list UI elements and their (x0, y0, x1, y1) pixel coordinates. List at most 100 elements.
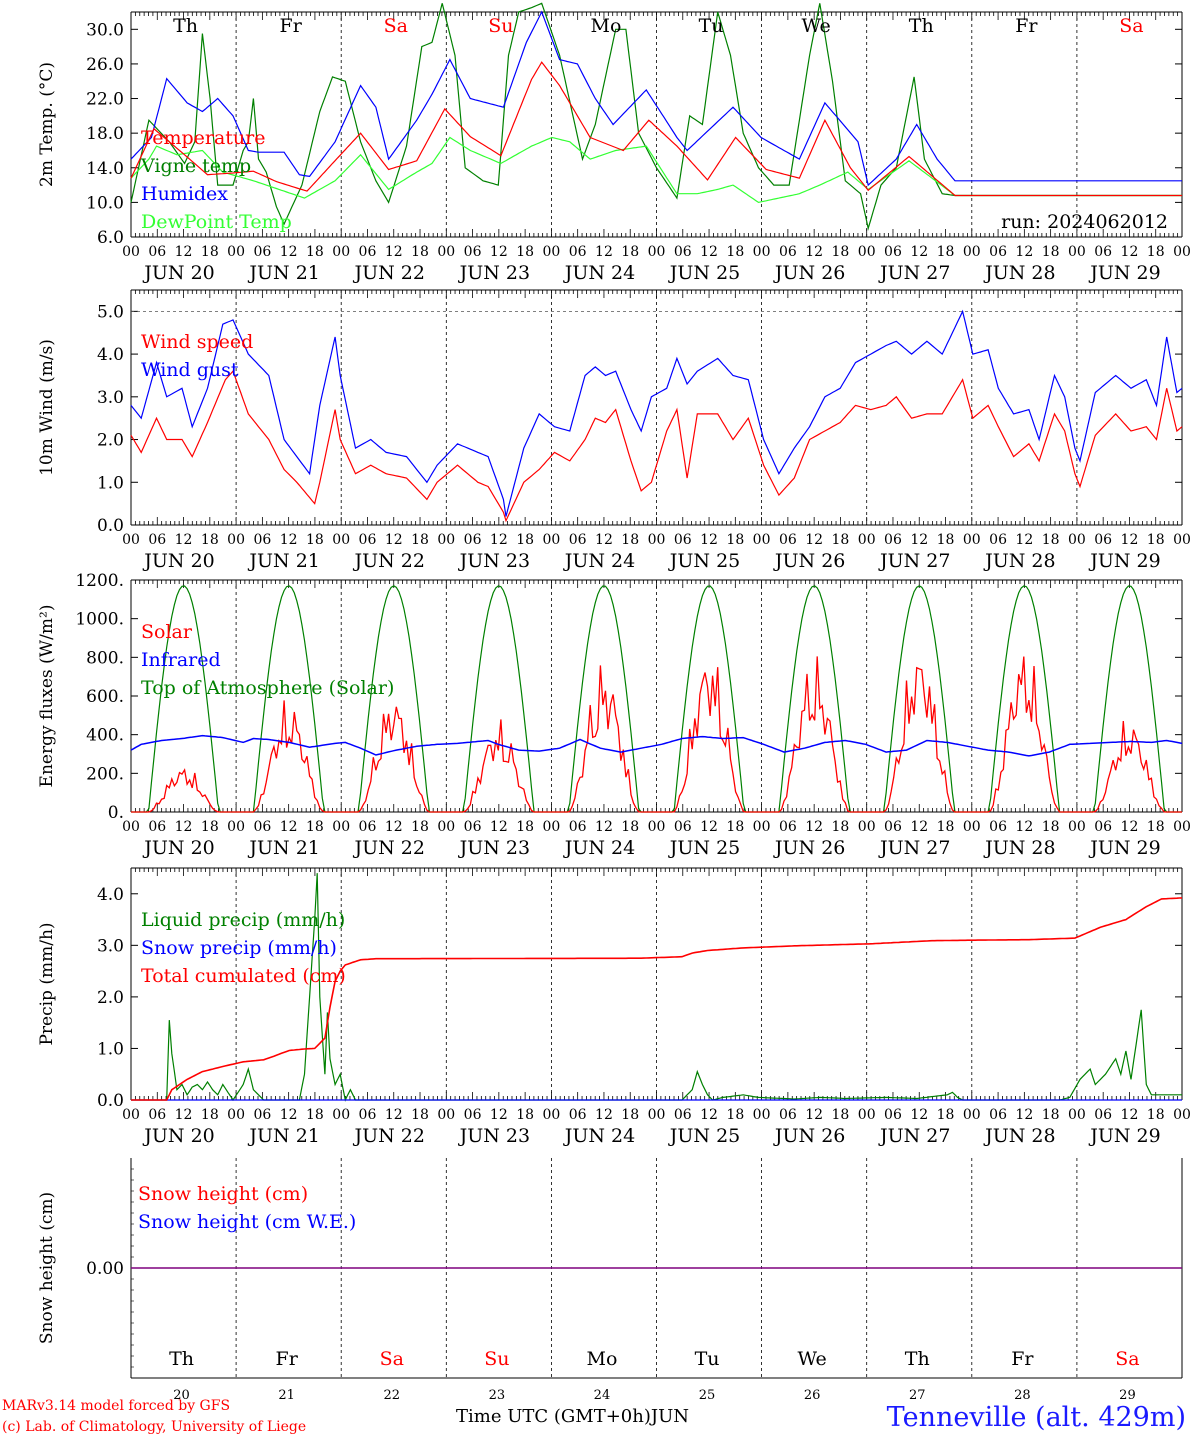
weekday-label: Su (488, 15, 513, 37)
hour-tick-label: 18 (621, 819, 639, 835)
hour-tick-label: 06 (1094, 1107, 1112, 1123)
hour-tick-label: 00 (332, 1107, 350, 1123)
hour-tick-label: 00 (753, 244, 771, 260)
hour-tick-label: 12 (175, 244, 193, 260)
hour-tick-label: 00 (648, 532, 666, 548)
weekday-label: Tu (695, 1348, 720, 1370)
time-axis-label: Time UTC (GMT+0h) (456, 1406, 651, 1427)
hour-tick-label: 00 (648, 1107, 666, 1123)
hour-tick-label: 00 (332, 244, 350, 260)
hour-tick-label: 12 (595, 1107, 613, 1123)
legend-label: Liquid precip (mm/h) (141, 909, 345, 931)
hour-tick-label: 00 (332, 532, 350, 548)
legend-label: Wind speed (141, 331, 253, 353)
hour-tick-label: 18 (1147, 244, 1165, 260)
hour-tick-label: 00 (963, 819, 981, 835)
weekday-label: Mo (590, 15, 621, 37)
date-label: JUN 21 (247, 550, 319, 572)
hour-tick-label: 00 (1173, 532, 1191, 548)
hour-tick-label: 00 (122, 244, 140, 260)
hour-tick-label: 12 (910, 1107, 928, 1123)
date-label: JUN 23 (458, 262, 530, 284)
legend-label: Infrared (141, 649, 221, 671)
hour-tick-label: 06 (674, 244, 692, 260)
hour-tick-label: 18 (306, 532, 324, 548)
date-label: JUN 27 (878, 550, 950, 572)
weekday-label: Th (169, 1348, 194, 1370)
hour-tick-label: 00 (1173, 244, 1191, 260)
y-tick-label: 0.0 (97, 1091, 124, 1111)
hour-tick-label: 18 (411, 244, 429, 260)
hour-tick-label: 00 (437, 1107, 455, 1123)
legend-label: Total cumulated (cm) (141, 965, 346, 987)
hour-tick-label: 12 (280, 1107, 298, 1123)
hour-tick-label: 12 (385, 819, 403, 835)
hour-tick-label: 06 (148, 532, 166, 548)
date-label: JUN 27 (878, 1125, 950, 1147)
weekday-label: Th (909, 15, 934, 37)
date-label: JUN 28 (983, 550, 1055, 572)
hour-tick-label: 06 (1094, 819, 1112, 835)
hour-tick-label: 00 (648, 244, 666, 260)
hour-tick-label: 06 (253, 244, 271, 260)
hour-tick-label: 18 (726, 532, 744, 548)
hour-tick-label: 06 (674, 819, 692, 835)
hour-tick-label: 00 (858, 244, 876, 260)
hour-tick-label: 12 (385, 1107, 403, 1123)
date-label: JUN 22 (353, 262, 425, 284)
hour-tick-label: 12 (1015, 532, 1033, 548)
date-label: JUN 28 (983, 262, 1055, 284)
weekday-label: Su (484, 1348, 509, 1370)
date-label: JUN 20 (142, 550, 214, 572)
hour-tick-label: 06 (253, 1107, 271, 1123)
hour-tick-label: 06 (464, 532, 482, 548)
y-axis-title: Snow height (cm) (37, 1192, 57, 1344)
date-label: JUN 20 (142, 262, 214, 284)
hour-tick-label: 06 (569, 532, 587, 548)
hour-tick-label: 12 (595, 532, 613, 548)
hour-tick-label: 06 (359, 244, 377, 260)
date-label: JUN 26 (773, 1125, 845, 1147)
day-number-label: 28 (1014, 1388, 1031, 1403)
hour-tick-label: 18 (411, 1107, 429, 1123)
weekday-label: Sa (380, 1348, 404, 1370)
hour-tick-label: 06 (989, 1107, 1007, 1123)
wind-gust-line (130, 309, 1183, 517)
y-axis-title: Energy fluxes (W/m²) (37, 605, 57, 788)
hour-tick-label: 00 (1068, 532, 1086, 548)
hour-tick-label: 12 (700, 244, 718, 260)
legend-label: Snow height (cm) (138, 1183, 308, 1205)
temperature-line (130, 61, 1182, 197)
legend-label: Snow height (cm W.E.) (138, 1211, 356, 1233)
day-number-label: 22 (383, 1388, 400, 1403)
hour-tick-label: 06 (1094, 532, 1112, 548)
hour-tick-label: 18 (832, 819, 850, 835)
hour-tick-label: 18 (726, 244, 744, 260)
date-label: JUN 24 (563, 262, 635, 284)
date-label: JUN 20 (142, 837, 214, 859)
y-tick-label: 22.0 (86, 90, 124, 110)
hour-tick-label: 00 (753, 532, 771, 548)
hour-tick-label: 18 (201, 532, 219, 548)
y-axis-title: Precip (mm/h) (37, 922, 57, 1045)
weekday-label: Sa (384, 15, 408, 37)
date-label: JUN 28 (983, 1125, 1055, 1147)
hour-tick-label: 06 (989, 532, 1007, 548)
hour-tick-label: 18 (726, 1107, 744, 1123)
hour-tick-label: 12 (175, 819, 193, 835)
date-label: JUN 21 (247, 262, 319, 284)
date-label: JUN 23 (458, 837, 530, 859)
hour-tick-label: 12 (910, 532, 928, 548)
y-tick-label: 4.0 (97, 885, 124, 905)
hour-tick-label: 06 (359, 819, 377, 835)
hour-tick-label: 18 (1147, 532, 1165, 548)
y-tick-label: 600. (86, 687, 124, 707)
weekday-label: Fr (1015, 15, 1038, 37)
day-number-label: 29 (1119, 1388, 1136, 1403)
hour-tick-label: 18 (1147, 819, 1165, 835)
hour-tick-label: 06 (359, 532, 377, 548)
hour-tick-label: 00 (122, 532, 140, 548)
hour-tick-label: 00 (227, 244, 245, 260)
legend-label: Humidex (141, 183, 228, 205)
hour-tick-label: 00 (1068, 1107, 1086, 1123)
